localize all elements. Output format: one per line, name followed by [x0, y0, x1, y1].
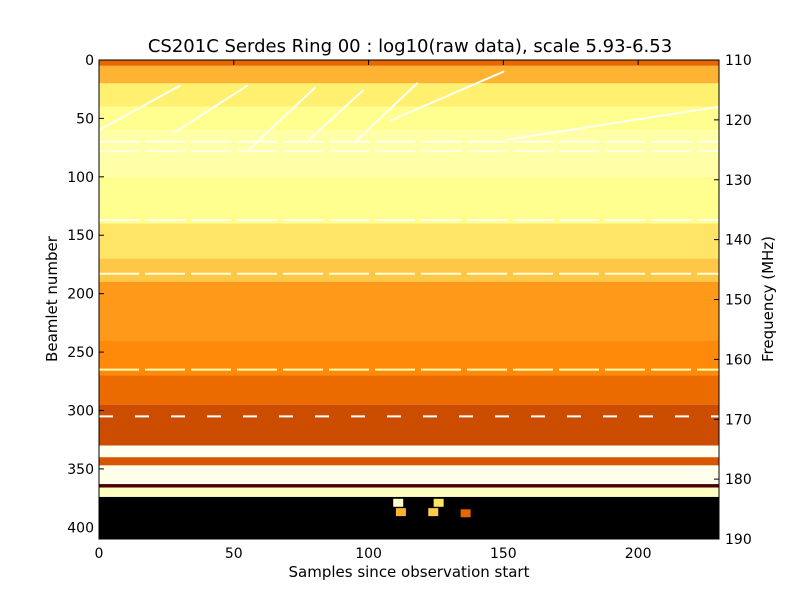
y2-axis-label: Frequency (MHz) — [759, 236, 777, 362]
y2-tick-label: 140 — [725, 233, 752, 249]
x-axis-label: Samples since observation start — [289, 563, 530, 581]
sweep-track — [389, 70, 505, 122]
hot-spot — [460, 509, 471, 518]
x-tick-label: 150 — [490, 546, 517, 562]
x-tick-label: 50 — [225, 546, 243, 562]
heatmap-band — [99, 83, 719, 107]
y-tick-label: 250 — [67, 345, 94, 361]
heatmap-rows — [99, 60, 719, 539]
y-tick-label: 100 — [67, 170, 94, 186]
sweep-track — [246, 87, 316, 153]
y-tick-label: 350 — [67, 462, 94, 478]
heatmap-band — [99, 258, 719, 282]
sweep-tracks — [98, 70, 720, 153]
heatmap-band — [99, 281, 719, 341]
hot-spot — [395, 508, 406, 517]
heatmap-band — [99, 465, 719, 485]
sweep-track — [173, 84, 249, 134]
x-tick-label: 0 — [95, 546, 104, 562]
y2-tick-label: 110 — [725, 53, 752, 69]
plot-area — [98, 59, 720, 540]
y-tick-label: 400 — [67, 520, 94, 536]
heatmap-band — [99, 487, 719, 497]
heatmap-band — [99, 484, 719, 488]
y-tick-label: 200 — [67, 287, 94, 303]
heatmap-band — [99, 223, 719, 259]
heatmap-band — [99, 106, 719, 131]
heatmap-band — [99, 404, 719, 446]
heatmap-band — [99, 496, 719, 539]
y-tick-label: 50 — [76, 111, 94, 127]
heatmap-band — [99, 60, 719, 66]
y2-tick-label: 190 — [725, 532, 752, 548]
x-tick-label: 200 — [625, 546, 652, 562]
x-axis: 0 50 100 150 200 — [95, 60, 652, 562]
heatmap-band — [99, 176, 719, 224]
hot-spots — [393, 498, 471, 518]
y-axis-label: Beamlet number — [43, 235, 61, 362]
chart-title: CS201C Serdes Ring 00 : log10(raw data),… — [148, 36, 672, 57]
sweep-track — [308, 89, 365, 141]
y-axis-left: 0 50 100 150 200 250 300 350 400 — [67, 53, 104, 536]
y2-tick-label: 180 — [725, 472, 752, 488]
y2-tick-label: 120 — [725, 113, 752, 129]
hot-spot — [433, 498, 444, 507]
hot-spot — [428, 508, 439, 517]
heatmap-band — [99, 375, 719, 405]
y2-tick-label: 170 — [725, 412, 752, 428]
sweep-track — [354, 82, 419, 143]
y-tick-label: 300 — [67, 403, 94, 419]
y2-tick-label: 160 — [725, 352, 752, 368]
y-axis-right: 110 120 130 140 150 160 170 180 190 — [714, 53, 752, 548]
heatmap-band — [99, 130, 719, 177]
bright-lines — [99, 140, 719, 418]
heatmap-band — [99, 65, 719, 84]
y2-tick-label: 150 — [725, 293, 752, 309]
y-tick-label: 0 — [85, 53, 94, 69]
y-tick-label: 150 — [67, 228, 94, 244]
heatmap-band — [99, 445, 719, 458]
x-tick-label: 100 — [355, 546, 382, 562]
sweep-track — [98, 84, 181, 132]
y2-tick-label: 130 — [725, 173, 752, 189]
hot-spot — [393, 498, 404, 507]
heatmap-band — [99, 457, 719, 466]
sweep-track — [507, 105, 720, 141]
